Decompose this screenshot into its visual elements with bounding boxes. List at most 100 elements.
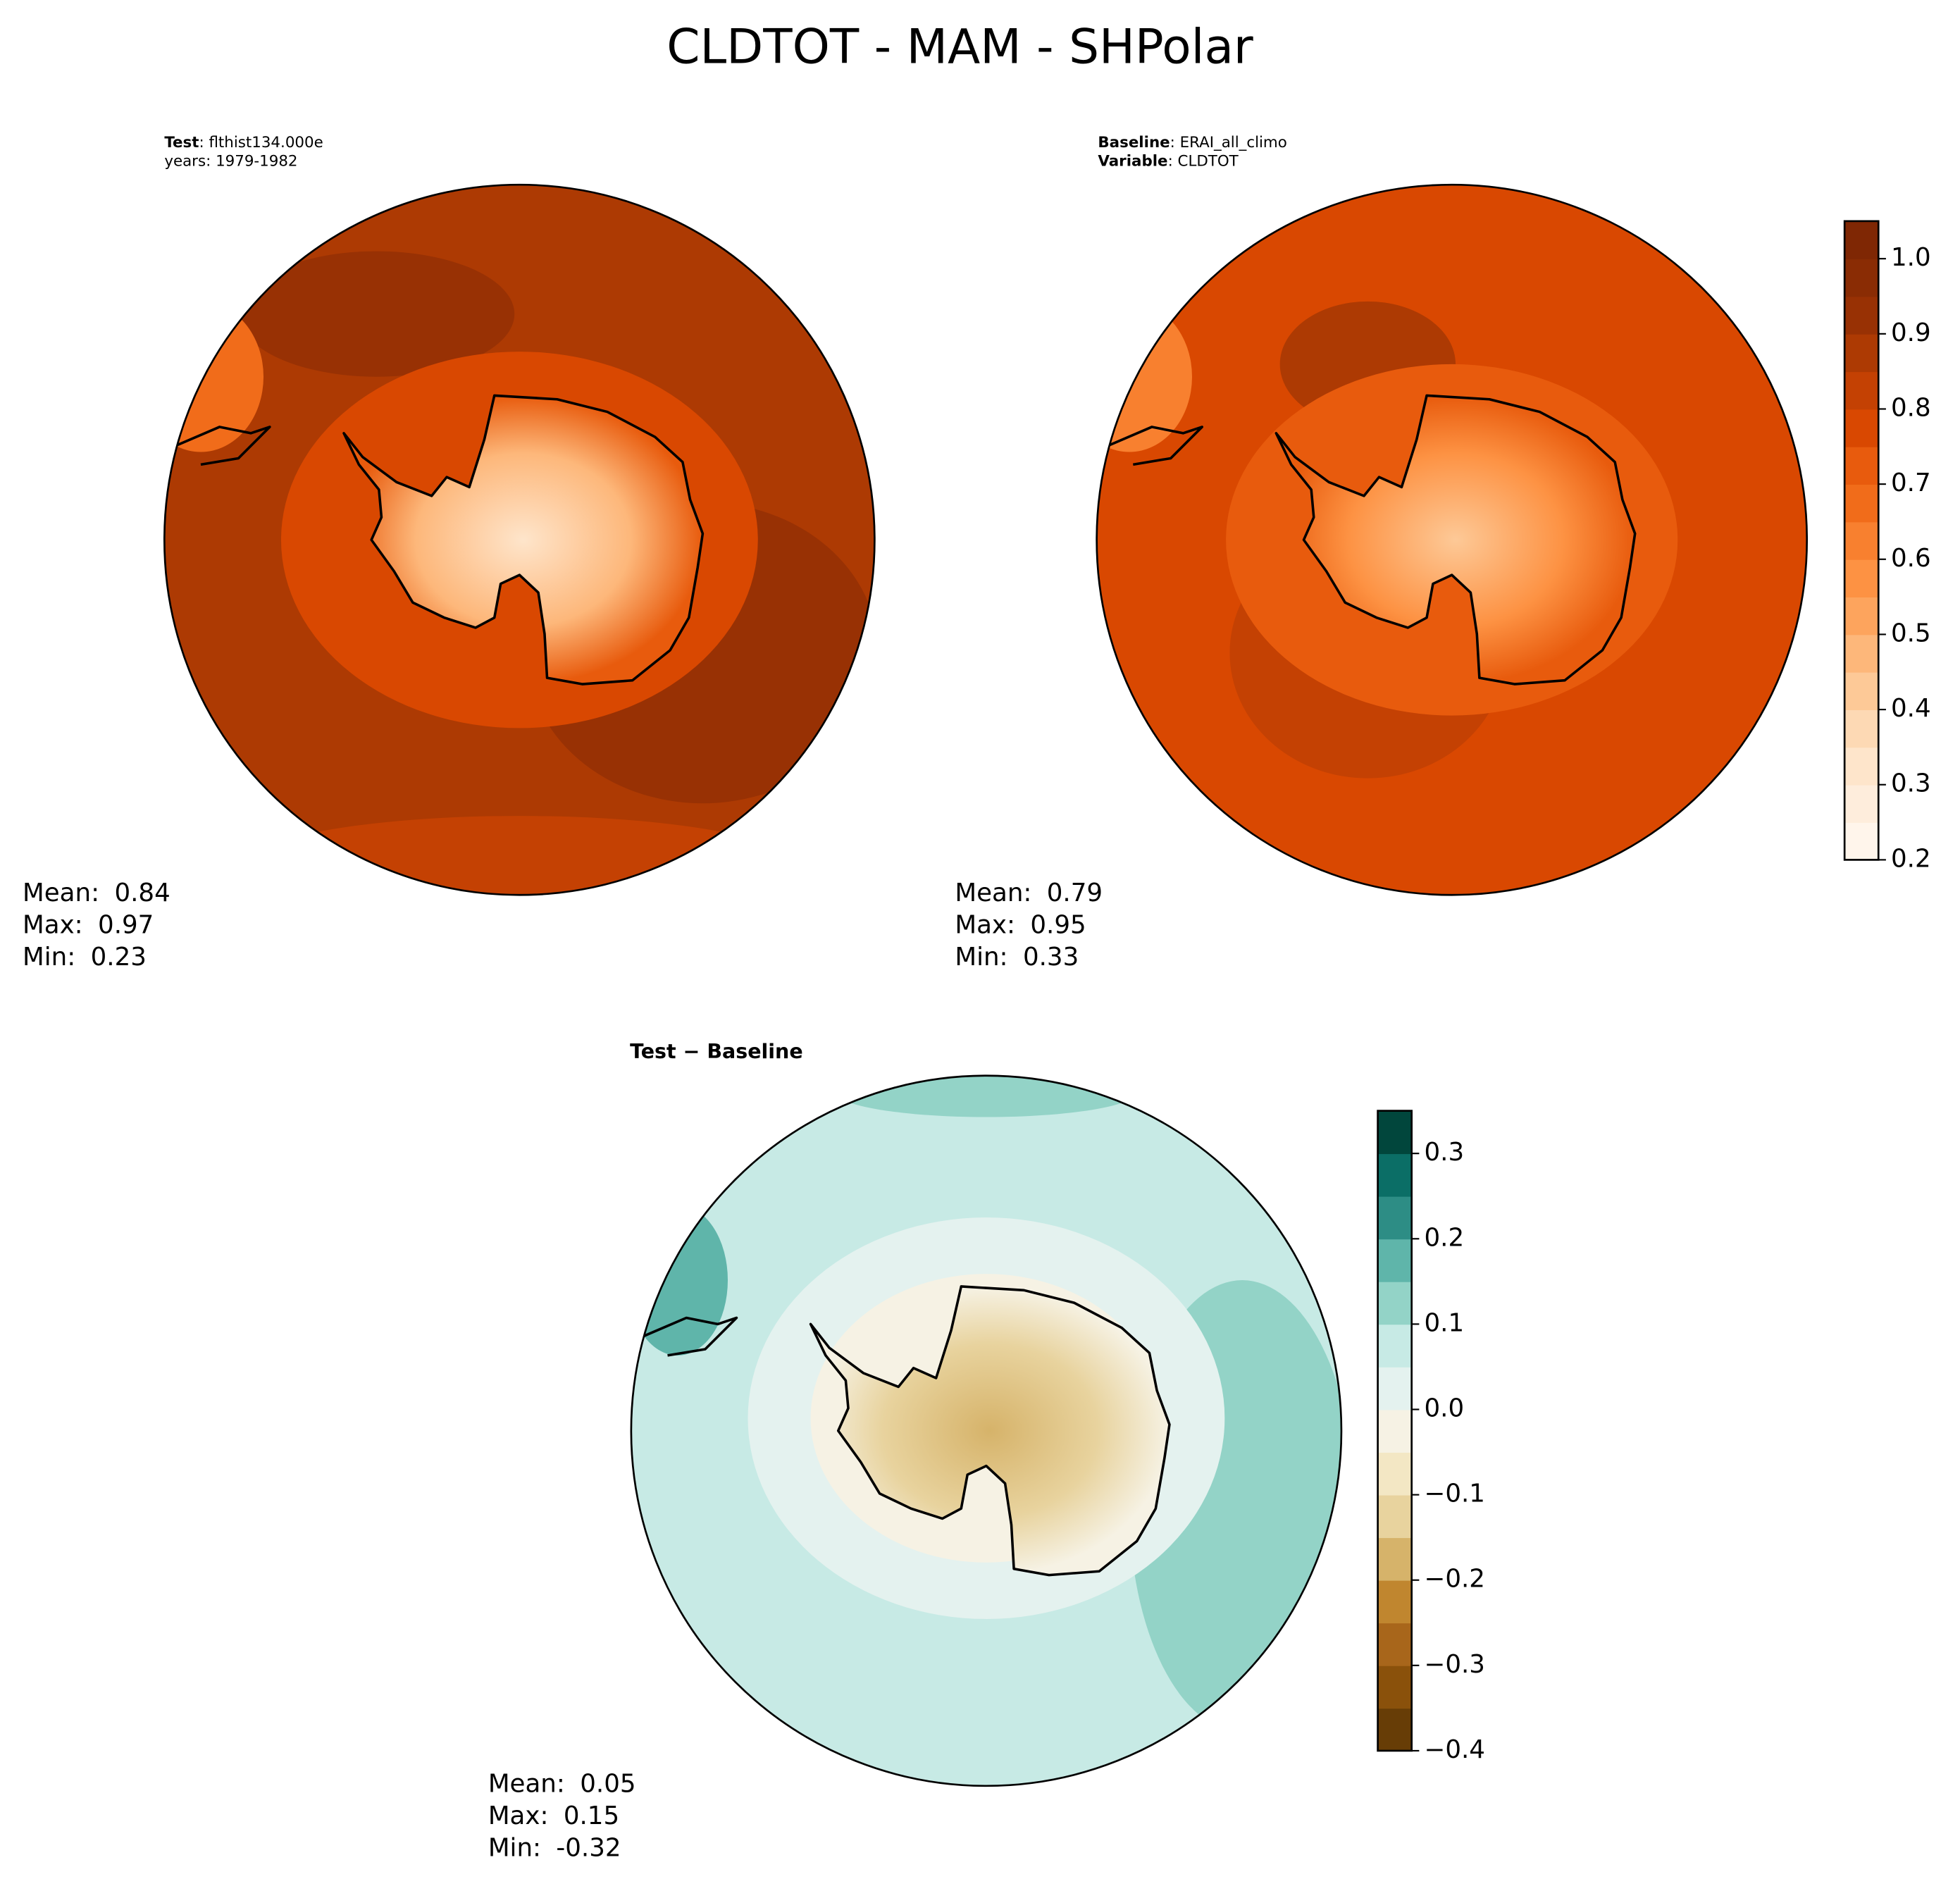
stat-label: Mean: [23,879,99,907]
header-label: Test − Baseline [630,1040,803,1063]
colorbar-tick-label: 0.4 [1891,694,1931,723]
colorbar-band [1844,822,1879,861]
stat: Max: 0.15 [488,1802,619,1830]
panel-header: Test: flthist134.000e [164,134,323,151]
colorbar-band [1377,1153,1412,1197]
stat-label: Mean: [488,1770,565,1799]
map-test [164,185,875,895]
colorbar-band [1377,1623,1412,1666]
colorbar-tick-label: 1.0 [1891,243,1931,272]
colorbar-band [1844,521,1879,560]
colorbar-band [1844,333,1879,373]
colorbar-band [1844,446,1879,485]
colorbar-band [1844,597,1879,635]
stat-value: -0.32 [556,1834,621,1863]
colorbar-band [1844,259,1879,297]
stat-value: 0.84 [114,879,170,907]
colorbar-tick-label: 0.3 [1424,1138,1464,1167]
colorbar-tick-label: 0.5 [1891,619,1931,647]
colorbar-tick-label: −0.4 [1424,1735,1484,1764]
header-text: : CLDTOT [1168,152,1239,170]
stat-label: Min: [955,943,1007,972]
colorbar-tick-label: 0.9 [1891,318,1931,347]
stat-label: Max: [23,911,83,940]
map-border [163,183,876,896]
colorbars: 0.2 0.3 0.4 0.5 0.6 0.7 0.8 0.9 1.0 −0.4 −0.3 −0.2 −… [1377,220,1931,1764]
colorbar-band [1377,1537,1412,1581]
colorbar-band [1377,1324,1412,1368]
stat-value: 0.05 [580,1770,635,1799]
colorbar-band [1377,1708,1412,1751]
stat: Min: 0.33 [955,943,1079,972]
colorbar-tick-label: 0.8 [1891,393,1931,422]
header-label: Test [164,134,199,151]
stat-label: Min: [488,1834,541,1863]
stat: Min: 0.23 [23,943,147,972]
stat: Mean: 0.79 [955,879,1103,907]
colorbar-band [1377,1239,1412,1282]
colorbar-tick-label: −0.2 [1424,1565,1484,1594]
colorbar-band [1377,1196,1412,1240]
map-border [1096,183,1809,896]
stat-value: 0.97 [98,911,154,940]
stat: Mean: 0.84 [23,879,170,907]
stat-label: Mean: [955,879,1031,907]
header-label: Variable [1098,152,1167,170]
stat-label: Max: [488,1802,549,1830]
colorbar-tick-label: −0.3 [1424,1650,1484,1679]
colorbar-tick-label: 0.1 [1424,1308,1464,1337]
colorbar-band [1377,1281,1412,1325]
stat-label: Max: [955,911,1015,940]
panel-header: years: 1979-1982 [164,152,297,170]
header-label: Baseline [1098,134,1170,151]
colorbar-band [1844,409,1879,447]
stat: Min: -0.32 [488,1834,621,1863]
colorbar-tick-label: 0.7 [1891,469,1931,497]
colorbar-band [1377,1110,1412,1155]
colorbar-band [1377,1665,1412,1709]
colorbar-band [1377,1366,1412,1410]
map-difference [631,1075,1341,1786]
colorbar-band [1377,1409,1412,1453]
colorbar-tick-label: 0.6 [1891,544,1931,573]
map-border [630,1074,1343,1787]
colorbar-band [1844,747,1879,786]
stat-value: 0.95 [1030,911,1086,940]
stat-label: Min: [23,943,75,972]
stat: Max: 0.95 [955,911,1086,940]
colorbar-band [1844,296,1879,335]
colorbar-band [1844,371,1879,410]
figure-title: CLDTOT - MAM - SHPolar [666,18,1253,74]
header-text: : flthist134.000e [199,134,323,151]
colorbar-band [1377,1452,1412,1496]
header-text: years: 1979-1982 [164,152,297,170]
colorbar-band [1844,221,1879,260]
header-text: : ERAI_all_climo [1170,134,1287,151]
colorbar-band [1844,484,1879,523]
colorbar-band [1844,709,1879,748]
colorbar-band [1377,1580,1412,1624]
colorbar-band [1844,784,1879,823]
stat-value: 0.79 [1047,879,1103,907]
colorbar-frame [1843,220,1880,861]
panel-header: Variable: CLDTOT [1098,152,1239,170]
colorbar-tick-label: 0.0 [1424,1394,1464,1423]
colorbar-tick-label: 0.3 [1891,769,1931,798]
colorbar-band [1844,559,1879,598]
colorbar-frame [1377,1110,1413,1752]
panel-header: Baseline: ERAI_all_climo [1098,134,1286,151]
stat-value: 0.15 [564,1802,619,1830]
colorbar-band [1844,671,1879,710]
panel-header: Test − Baseline [630,1040,803,1063]
colorbar-tick-label: 0.2 [1891,844,1931,873]
colorbar-tick-label: 0.2 [1424,1223,1464,1252]
colorbar-band [1377,1494,1412,1539]
map-baseline [1096,185,1807,895]
stat-value: 0.23 [91,943,147,972]
colorbar-tick-label: −0.1 [1424,1480,1484,1508]
stat: Mean: 0.05 [488,1770,636,1799]
stat-value: 0.33 [1023,943,1079,972]
colorbar-band [1844,634,1879,673]
